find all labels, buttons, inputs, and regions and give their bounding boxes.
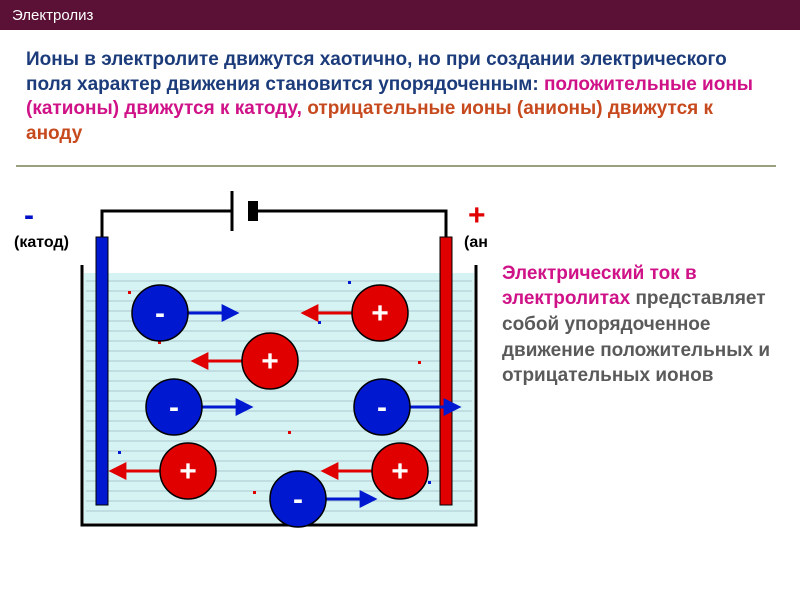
svg-text:+: + (468, 199, 486, 232)
svg-text:+: + (391, 455, 409, 488)
content-row: -(катод)+(анод)-++--+-+ Электрический то… (0, 181, 800, 561)
header-title: Электролиз (12, 7, 93, 24)
svg-text:-: - (24, 199, 34, 232)
divider (16, 165, 776, 167)
svg-text:(анод): (анод) (464, 234, 488, 251)
intro-text: Ионы в электролите движутся хаотично, но… (0, 30, 800, 157)
header-bar: Электролиз (0, 0, 800, 30)
svg-text:+: + (371, 297, 389, 330)
svg-text:+: + (179, 455, 197, 488)
electrolysis-diagram: -(катод)+(анод)-++--+-+ (8, 181, 488, 561)
svg-text:-: - (169, 391, 179, 424)
svg-text:-: - (293, 483, 303, 516)
svg-text:-: - (155, 297, 165, 330)
side-text: Электрический ток в электролитах предста… (488, 181, 800, 389)
svg-text:+: + (261, 345, 279, 378)
svg-text:(катод): (катод) (14, 234, 69, 251)
svg-text:-: - (377, 391, 387, 424)
